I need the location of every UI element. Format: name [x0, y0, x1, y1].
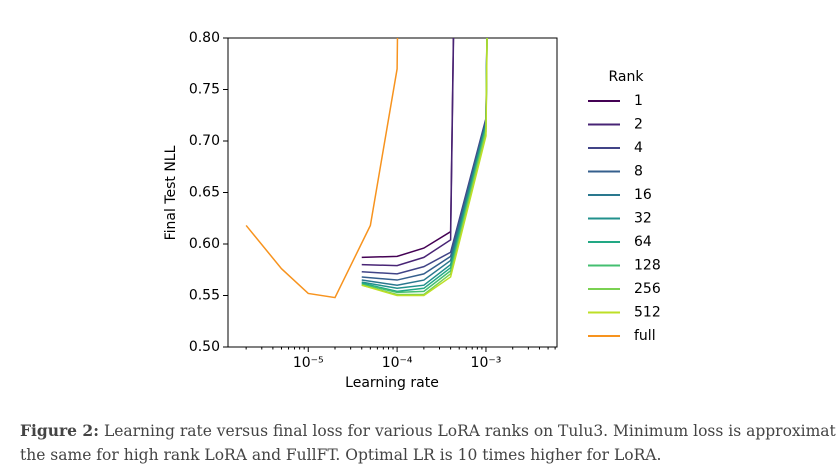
x-axis-label: Learning rate [345, 375, 439, 391]
y-tick-label: 0.80 [189, 30, 220, 46]
series-line [361, 38, 488, 286]
y-tick-label: 0.75 [189, 82, 220, 98]
x-tick-label: 10⁻³ [471, 355, 502, 371]
legend-label: 4 [634, 140, 643, 156]
caption-text: the same for high rank LoRA and FullFT. … [20, 446, 661, 464]
legend-label: 128 [634, 258, 661, 274]
series-line [361, 38, 488, 296]
series-line [361, 38, 488, 281]
legend-label: full [634, 328, 656, 344]
caption-label: Figure 2: [20, 421, 99, 440]
x-tick-label: 10⁻⁴ [382, 355, 413, 371]
series-line [361, 38, 488, 293]
legend-label: 512 [634, 305, 661, 321]
y-tick-label: 0.50 [189, 339, 220, 355]
legend-label: 32 [634, 211, 652, 227]
y-tick-label: 0.65 [189, 185, 220, 201]
legend-label: 256 [634, 281, 661, 297]
legend-label: 2 [634, 117, 643, 133]
series-line [245, 38, 399, 299]
legend-title: Rank [609, 69, 645, 85]
legend-label: 64 [634, 234, 652, 250]
legend-label: 1 [634, 93, 643, 109]
y-tick-label: 0.70 [189, 133, 220, 149]
series-line [361, 38, 455, 267]
y-axis-label: Final Test NLL [163, 145, 179, 240]
plot-frame [227, 37, 558, 348]
caption-text: Learning rate versus final loss for vari… [104, 422, 836, 440]
series-line [361, 38, 488, 275]
legend-label: 8 [634, 164, 643, 180]
y-tick-label: 0.55 [189, 288, 220, 304]
series-line [361, 38, 488, 297]
series-line [361, 38, 488, 294]
y-tick-label: 0.60 [189, 236, 220, 252]
legend-label: 16 [634, 187, 652, 203]
plot-area [245, 38, 488, 299]
series-line [361, 38, 488, 290]
x-tick-label: 10⁻⁵ [293, 355, 324, 371]
series-line [361, 38, 455, 259]
